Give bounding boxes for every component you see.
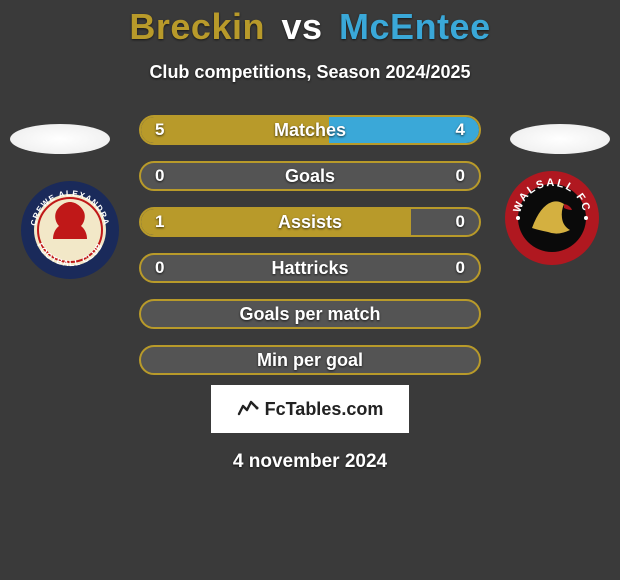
stat-value-left: 0 — [155, 255, 164, 281]
player1-avatar-placeholder — [10, 124, 110, 154]
stat-label: Matches — [141, 117, 479, 143]
stat-value-left: 0 — [155, 163, 164, 189]
comparison-title: Breckin vs McEntee — [0, 6, 620, 48]
stat-label: Goals per match — [141, 301, 479, 327]
club-right-logo: WALSALL FC — [504, 170, 600, 266]
walsall-fc-badge-icon: WALSALL FC — [504, 170, 600, 266]
stat-label: Goals — [141, 163, 479, 189]
stat-row: Min per goal — [139, 345, 481, 375]
date-text: 4 november 2024 — [0, 451, 620, 473]
stat-label: Hattricks — [141, 255, 479, 281]
player2-avatar-placeholder — [510, 124, 610, 154]
stat-bars: Matches54Goals00Assists10Hattricks00Goal… — [139, 115, 481, 375]
stat-value-right: 0 — [456, 163, 465, 189]
stat-row: Assists1 0 — [139, 207, 481, 237]
stat-row: Hattricks0 0 — [139, 253, 481, 283]
fctables-logo-icon — [237, 396, 259, 423]
watermark-box: FcTables.com — [211, 385, 409, 433]
stat-row: Goals per match — [139, 299, 481, 329]
stat-value-right: 0 — [456, 209, 465, 235]
vs-text: vs — [281, 6, 322, 47]
player1-name: Breckin — [129, 6, 265, 47]
stat-row: Goals0 0 — [139, 161, 481, 191]
player2-name: McEntee — [339, 6, 491, 47]
stat-value-left: 5 — [155, 117, 164, 143]
crewe-alexandra-badge-icon: CREWE ALEXANDRA FOOTBALL CLUB — [20, 180, 120, 280]
watermark-text: FcTables.com — [265, 399, 384, 420]
stat-value-right: 0 — [456, 255, 465, 281]
club-left-logo: CREWE ALEXANDRA FOOTBALL CLUB — [20, 180, 120, 280]
stat-label: Assists — [141, 209, 479, 235]
stat-row: Matches5 4 — [139, 115, 481, 145]
subtitle: Club competitions, Season 2024/2025 — [0, 62, 620, 83]
stat-value-left: 1 — [155, 209, 164, 235]
stat-label: Min per goal — [141, 347, 479, 373]
stat-value-right: 4 — [456, 117, 465, 143]
